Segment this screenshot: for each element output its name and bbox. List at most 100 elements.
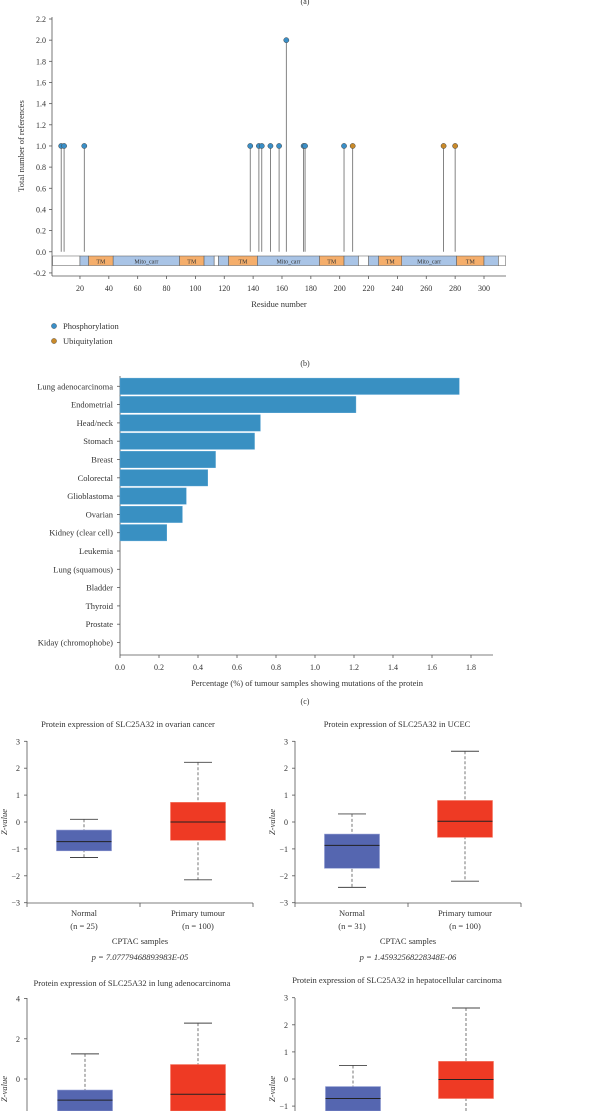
- panel-label-c: (c): [301, 697, 310, 706]
- y-tick-label: 0: [284, 818, 288, 827]
- y-tick-label: −1: [279, 845, 288, 854]
- panel-label-a: (a): [301, 0, 310, 6]
- y-tick-label: 1.8: [36, 57, 46, 66]
- y-tick-label: 0: [16, 1075, 20, 1084]
- x-tick-label: 300: [478, 284, 490, 293]
- domain-label: TM: [466, 260, 476, 266]
- box-normal: [56, 829, 112, 852]
- category-label: Lung (squamous): [53, 564, 113, 574]
- y-tick-label: −3: [11, 899, 20, 908]
- group-label: Normal: [71, 908, 98, 918]
- group-n-label: (n = 31): [338, 921, 366, 931]
- group-label: Normal: [339, 908, 366, 918]
- domain-label: Mito_carr: [134, 260, 158, 266]
- lollipop-point-phosphorylation: [341, 143, 347, 149]
- y-tick-label: 1: [284, 1048, 288, 1057]
- x-tick-label: 1.4: [388, 663, 398, 672]
- domain-label: TM: [96, 260, 106, 266]
- y-tick-label: −1: [279, 1102, 288, 1111]
- x-tick-label: 1.8: [466, 663, 476, 672]
- lollipop-point-phosphorylation: [276, 143, 282, 149]
- y-tick-label: 3: [16, 737, 20, 746]
- y-tick-label: 0: [16, 818, 20, 827]
- box-normal: [324, 833, 380, 869]
- bar: [119, 451, 216, 468]
- x-axis-label: CPTAC samples: [380, 936, 436, 946]
- y-tick-label: 0.2: [36, 227, 46, 236]
- x-tick-label: 60: [134, 284, 142, 293]
- bar: [119, 432, 255, 450]
- y-tick-label: 0.4: [36, 205, 46, 214]
- group-label: Primary tumour: [438, 908, 492, 918]
- x-tick-label: 40: [105, 284, 113, 293]
- domain-label: Mito_carr: [417, 260, 441, 266]
- y-tick-label: 2.2: [36, 15, 46, 24]
- x-tick-label: 0.6: [232, 663, 242, 672]
- x-tick-label: 260: [420, 284, 432, 293]
- box-tumour: [170, 802, 226, 841]
- domain-label: TM: [327, 260, 337, 266]
- box-plot-title: Protein expression of SLC25A32 in hepato…: [292, 975, 502, 985]
- category-label: Lung adenocarcinoma: [37, 381, 113, 391]
- domain-gap: [498, 255, 506, 266]
- domain-mito-carr: [368, 255, 379, 266]
- category-label: Prostate: [86, 619, 114, 629]
- y-tick-label: 3: [284, 994, 288, 1003]
- lollipop-point-phosphorylation: [247, 143, 254, 149]
- lollipop-point-phosphorylation: [258, 143, 265, 149]
- domain-mito-carr: [483, 255, 499, 266]
- y-tick-label: 1: [16, 791, 20, 800]
- x-tick-label: 100: [189, 284, 201, 293]
- domain-gap: [52, 255, 81, 266]
- panel-label-b: (b): [300, 359, 310, 368]
- y-tick-label: 2.0: [36, 36, 46, 45]
- lollipop-point-phosphorylation: [302, 143, 308, 149]
- x-tick-label: 1.6: [427, 663, 437, 672]
- legend-label: Ubiquitylation: [63, 336, 113, 346]
- legend-marker: [51, 323, 57, 329]
- y-tick-label: 0: [284, 1075, 288, 1084]
- bar: [119, 377, 460, 395]
- p-value: p = 1.45932568228348E-06: [359, 952, 457, 962]
- lollipop-point-phosphorylation: [81, 143, 88, 149]
- x-tick-label: 80: [163, 284, 171, 293]
- y-tick-label: 2: [16, 764, 20, 773]
- group-label: Primary tumour: [171, 908, 225, 918]
- category-label: Head/neck: [77, 418, 114, 428]
- domain-mito-carr: [79, 255, 89, 266]
- group-n-label: (n = 25): [70, 921, 98, 931]
- y-tick-label: 2: [284, 1021, 288, 1030]
- domain-gap: [358, 255, 369, 266]
- y-axis-label: Z-value: [267, 809, 277, 835]
- x-tick-label: 180: [305, 284, 317, 293]
- domain-label: TM: [239, 260, 249, 266]
- domain-mito-carr: [218, 255, 229, 266]
- x-tick-label: 0.4: [193, 663, 203, 672]
- bar: [119, 469, 208, 487]
- box-tumour: [437, 800, 493, 838]
- x-tick-label: 0.2: [154, 663, 164, 672]
- category-label: Thyroid: [86, 601, 114, 611]
- y-tick-label: 1.4: [36, 100, 46, 109]
- x-tick-label: 1.0: [310, 663, 320, 672]
- category-label: Kidney (clear cell): [49, 528, 113, 538]
- y-tick-label: −2: [279, 872, 288, 881]
- category-label: Breast: [91, 455, 113, 465]
- x-axis-label: Residue number: [251, 299, 307, 309]
- y-tick-label: 2: [16, 1035, 20, 1044]
- x-tick-label: 0.8: [271, 663, 281, 672]
- category-label: Endometrial: [71, 400, 114, 410]
- x-axis-label: Percentage (%) of tumour samples showing…: [191, 678, 424, 688]
- x-tick-label: 140: [247, 284, 259, 293]
- y-tick-label: 1: [284, 791, 288, 800]
- y-tick-label: −1: [11, 845, 20, 854]
- y-tick-label: −3: [279, 899, 288, 908]
- domain-label: TM: [187, 260, 197, 266]
- x-tick-label: 200: [334, 284, 346, 293]
- group-n-label: (n = 100): [449, 921, 481, 931]
- bar: [119, 506, 183, 523]
- box-tumour: [170, 1064, 226, 1111]
- box-plot-title: Protein expression of SLC25A32 in lung a…: [34, 978, 231, 988]
- lollipop-point-phosphorylation: [61, 143, 67, 149]
